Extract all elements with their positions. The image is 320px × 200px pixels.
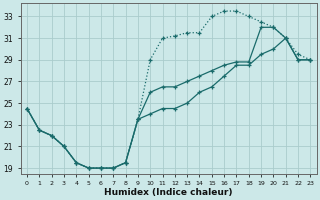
X-axis label: Humidex (Indice chaleur): Humidex (Indice chaleur) bbox=[104, 188, 233, 197]
